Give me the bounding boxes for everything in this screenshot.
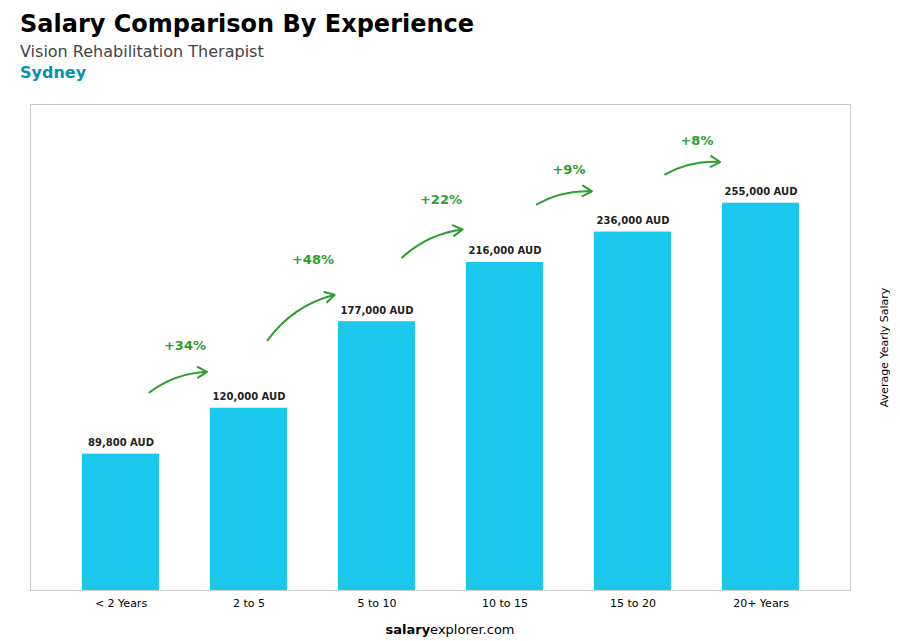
html-text:Vision Rehabilitation Therapis: Vision Rehabilitation Therapist — [20, 42, 264, 61]
svg-text:5 to 10: 5 to 10 — [357, 597, 396, 610]
svg-text:216,000 AUD: 216,000 AUD — [469, 245, 542, 256]
svg-text:Average Yearly Salary: Average Yearly Salary — [878, 287, 891, 407]
html-text:salary explorer.com: salary explorer.com — [385, 622, 515, 637]
svg-text:+8%: +8% — [680, 133, 713, 148]
svg-text:89,800 AUD: 89,800 AUD — [88, 437, 154, 448]
svg-text:+34%: +34% — [164, 338, 206, 353]
svg-text:+9%: +9% — [552, 162, 585, 177]
svg-text:10 to 15: 10 to 15 — [482, 597, 528, 610]
svg-text:15 to 20: 15 to 20 — [610, 597, 656, 610]
svg-text:+48%: +48% — [292, 252, 334, 267]
svg-text:2 to 5: 2 to 5 — [233, 597, 265, 610]
svg-text:120,000 AUD: 120,000 AUD — [213, 391, 286, 402]
svg-text:< 2 Years: < 2 Years — [95, 597, 147, 610]
html-text:Sydney: Sydney — [20, 63, 87, 82]
svg-text:236,000 AUD: 236,000 AUD — [597, 215, 670, 226]
svg-text:177,000 AUD: 177,000 AUD — [341, 305, 414, 316]
svg-text:255,000 AUD: 255,000 AUD — [725, 186, 798, 197]
svg-text:20+ Years: 20+ Years — [733, 597, 789, 610]
html-text:Salary Comparison By Experienc: Salary Comparison By Experience — [20, 10, 475, 38]
svg-text:+22%: +22% — [420, 192, 462, 207]
